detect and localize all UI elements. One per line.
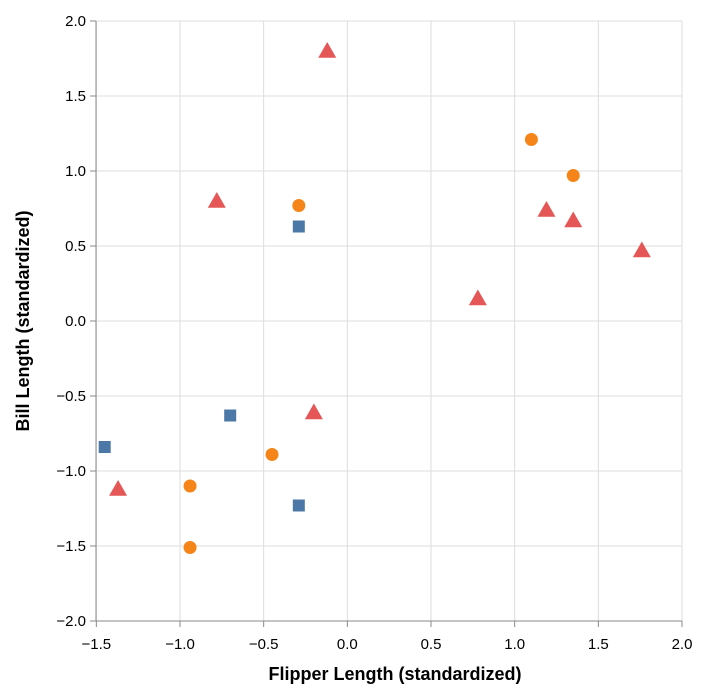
x-tick-label: 1.5 — [588, 636, 609, 653]
x-tick-label: 2.0 — [672, 636, 693, 653]
y-tick-label: 0.5 — [65, 238, 86, 255]
y-tick-label: −1.0 — [56, 463, 86, 480]
x-tick-label: −1.5 — [82, 636, 112, 653]
y-tick-label: −1.5 — [56, 538, 86, 555]
circle-point — [183, 479, 197, 493]
x-axis-title: Flipper Length (standardized) — [268, 664, 521, 684]
y-tick-label: −0.5 — [56, 388, 86, 405]
square-point — [292, 499, 305, 512]
square-point — [224, 409, 237, 422]
y-axis-title: Bill Length (standardized) — [13, 210, 33, 431]
x-tick-label: 0.0 — [337, 636, 358, 653]
y-tick-label: 2.0 — [65, 13, 86, 30]
triangle-point — [468, 289, 487, 306]
circle-point — [566, 169, 580, 182]
grid — [95, 20, 683, 622]
x-tick-label: −0.5 — [249, 636, 279, 653]
circle-point — [524, 133, 538, 146]
triangle-point — [564, 211, 583, 228]
axes: −1.5 −1.0 −0.5 0.0 0.5 1.0 1.5 2.0 2.0 1.5 1.0 0.5 0… — [56, 13, 692, 653]
data-points — [98, 42, 651, 554]
y-tick-label: −2.0 — [56, 613, 86, 630]
triangle-point — [318, 42, 337, 58]
square-point — [98, 441, 111, 453]
x-tick-label: 1.0 — [504, 636, 525, 653]
x-tick-label: −1.0 — [165, 636, 195, 653]
circle-point — [183, 541, 197, 554]
triangle-point — [537, 201, 556, 217]
triangle-point — [109, 480, 128, 496]
x-tick-label: 0.5 — [421, 636, 442, 653]
triangle-point — [304, 403, 323, 420]
y-tick-label: 1.0 — [65, 163, 86, 180]
y-tick-label: 0.0 — [65, 313, 86, 330]
circle-point — [292, 199, 306, 212]
y-tick-label: 1.5 — [65, 88, 86, 105]
triangle-point — [207, 192, 226, 208]
triangle-point — [632, 241, 651, 258]
square-point — [292, 220, 305, 233]
circle-point — [265, 448, 279, 461]
